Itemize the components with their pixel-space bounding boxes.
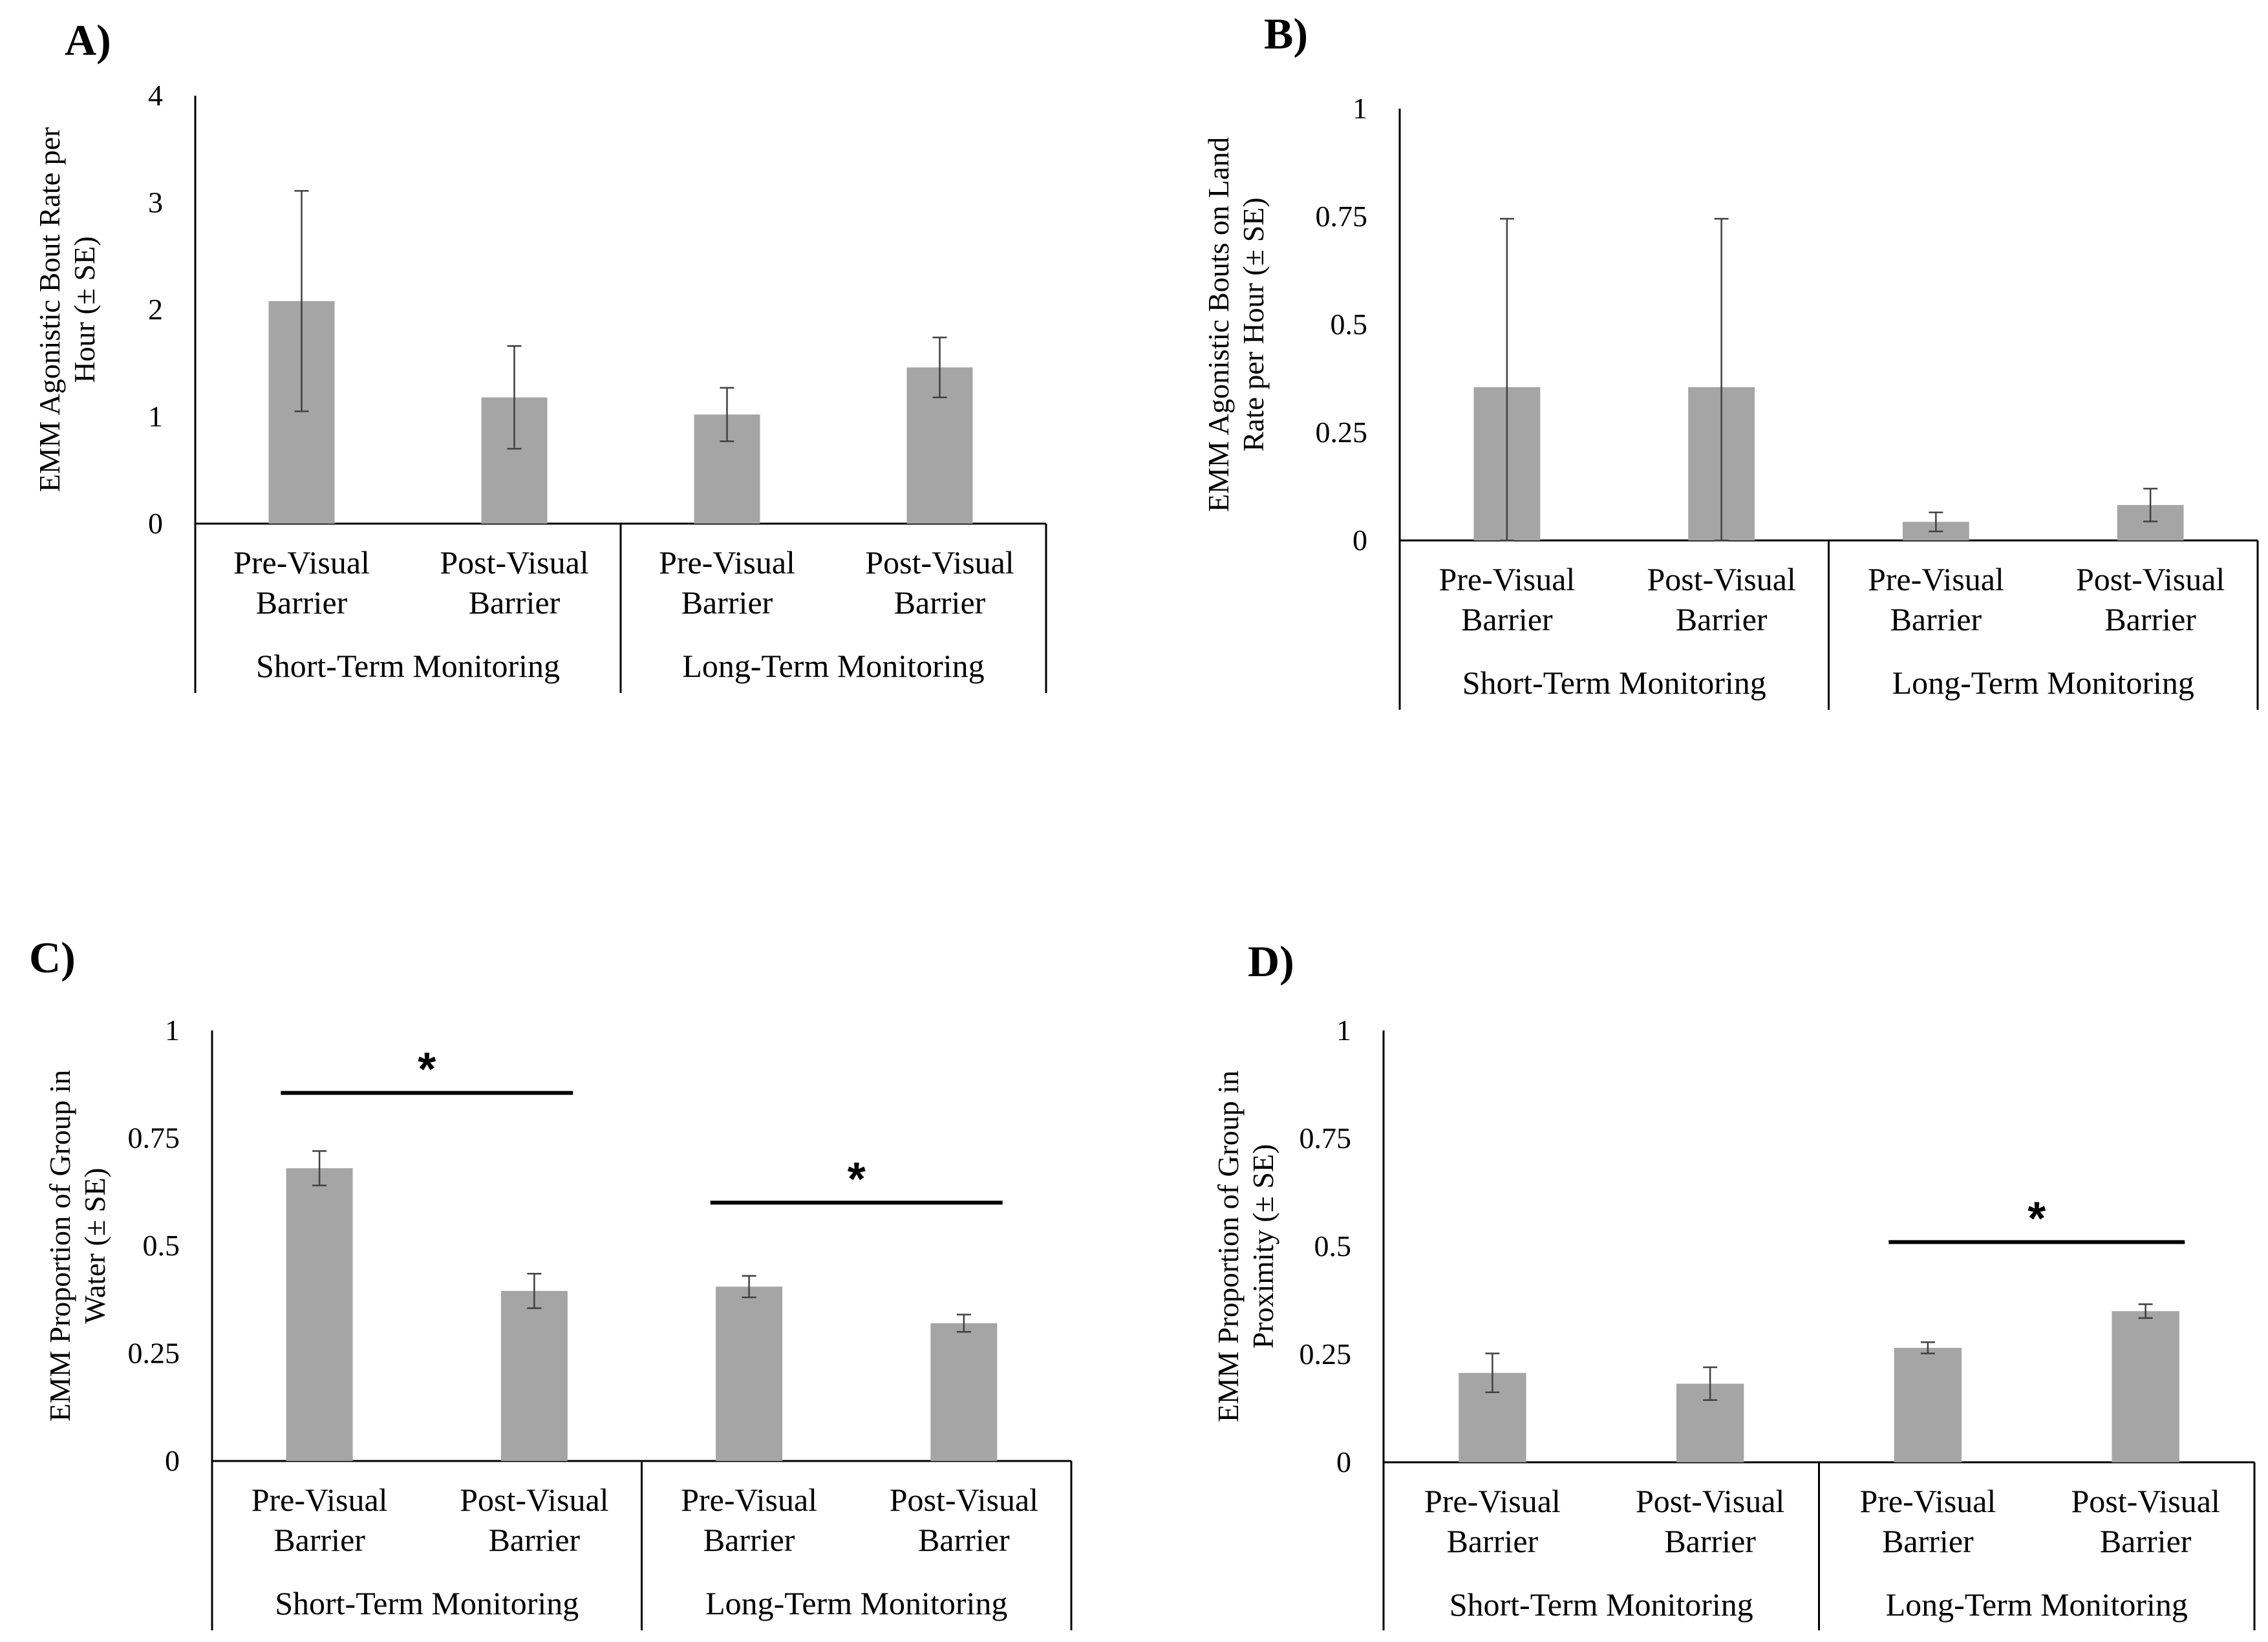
x-group-label: Long-Term Monitoring [1892, 665, 2194, 701]
bar [286, 1168, 353, 1461]
significance-marker: * [848, 1153, 866, 1205]
x-group-label: Long-Term Monitoring [705, 1585, 1007, 1621]
x-category-label: Post-Visual [1647, 561, 1795, 597]
significance-marker: * [418, 1044, 436, 1096]
y-axis-label-line: EMM Agonistic Bouts on Land [1202, 137, 1235, 512]
y-axis-label-line: Rate per Hour (± SE) [1237, 197, 1270, 451]
x-category-label: Pre-Visual [1424, 1483, 1561, 1519]
x-category-label: Barrier [2104, 601, 2196, 637]
y-tick-label: 0 [1336, 1445, 1351, 1478]
x-category-label: Barrier [703, 1522, 795, 1558]
y-tick-label: 1 [1336, 1014, 1351, 1047]
x-category-label: Pre-Visual [233, 544, 370, 581]
x-category-label: Post-Visual [2076, 561, 2225, 597]
y-axis-label-line: EMM Proportion of Group in [43, 1070, 76, 1422]
y-axis-label: EMM Agonistic Bouts on LandRate per Hour… [1202, 137, 1270, 512]
y-tick-label: 0 [1353, 524, 1367, 557]
y-tick-label: 0 [165, 1444, 180, 1477]
chart-panel-a: A) EMM Agonistic Bout Rate perHour (± SE)… [33, 16, 1047, 693]
x-group-label: Long-Term Monitoring [1886, 1586, 2188, 1623]
x-group-label: Short-Term Monitoring [1450, 1586, 1753, 1623]
x-category-label: Barrier [681, 584, 773, 621]
chart-panel-d: D) EMM Proportion of Group inProximity (±… [1212, 937, 2256, 1630]
y-axis-label: EMM Agonistic Bout Rate perHour (± SE) [33, 127, 101, 493]
y-tick-label: 0.5 [143, 1229, 180, 1262]
x-category-label: Barrier [256, 584, 348, 621]
x-category-label: Pre-Visual [1439, 561, 1575, 597]
y-tick-label: 1 [1353, 92, 1367, 125]
x-category-label: Barrier [489, 1522, 581, 1558]
y-tick-label: 0 [148, 507, 163, 540]
panel-label: D) [1248, 937, 1294, 986]
x-category-label: Barrier [1890, 601, 1982, 637]
bar [930, 1323, 998, 1461]
x-category-label: Pre-Visual [1859, 1483, 1996, 1519]
significance-marker: * [2027, 1193, 2046, 1244]
y-tick-label: 0.5 [1314, 1230, 1352, 1263]
x-category-label: Post-Visual [460, 1482, 608, 1518]
x-group-label: Long-Term Monitoring [682, 648, 984, 684]
chart-panel-b: B) EMM Agonistic Bouts on LandRate per Ho… [1202, 9, 2259, 710]
panel-label: A) [65, 16, 111, 65]
x-category-label: Pre-Visual [681, 1482, 817, 1518]
bar [1894, 1347, 1962, 1462]
x-category-label: Barrier [1461, 601, 1553, 637]
y-axis-label-line: Hour (± SE) [68, 236, 101, 383]
panel-label: C) [29, 933, 76, 982]
y-tick-label: 1 [148, 400, 163, 433]
x-category-label: Post-Visual [890, 1482, 1038, 1518]
y-tick-label: 4 [148, 79, 163, 112]
y-tick-label: 0.75 [1300, 1122, 1352, 1155]
y-tick-label: 0.75 [1316, 200, 1368, 233]
x-category-label: Barrier [273, 1522, 365, 1558]
y-axis-label: EMM Proportion of Group inWater (± SE) [43, 1070, 111, 1422]
x-group-label: Short-Term Monitoring [275, 1585, 579, 1621]
panel-label: B) [1264, 9, 1308, 58]
x-category-label: Post-Visual [2071, 1483, 2220, 1519]
x-category-label: Barrier [894, 584, 986, 621]
x-category-label: Barrier [2100, 1523, 2192, 1559]
x-category-label: Pre-Visual [1868, 561, 2004, 597]
y-tick-label: 2 [148, 293, 163, 326]
x-category-label: Barrier [1882, 1523, 1974, 1559]
chart-panel-c: C) EMM Proportion of Group inWater (± SE)… [29, 933, 1073, 1630]
y-axis-label-line: EMM Proportion of Group in [1212, 1071, 1245, 1422]
x-category-label: Post-Visual [1636, 1483, 1784, 1519]
y-tick-label: 3 [148, 186, 163, 219]
y-axis-label-line: Water (± SE) [78, 1168, 111, 1323]
x-category-label: Barrier [1676, 601, 1768, 637]
y-tick-label: 0.25 [1300, 1338, 1352, 1370]
x-group-label: Short-Term Monitoring [1462, 665, 1766, 701]
y-tick-label: 1 [165, 1014, 180, 1047]
x-category-label: Pre-Visual [659, 544, 795, 581]
bar [716, 1286, 783, 1461]
x-category-label: Barrier [469, 584, 561, 621]
x-category-label: Barrier [918, 1522, 1010, 1558]
y-tick-label: 0.5 [1331, 308, 1368, 341]
x-group-label: Short-Term Monitoring [256, 648, 560, 684]
bar [2112, 1311, 2179, 1462]
x-category-label: Barrier [1664, 1523, 1756, 1559]
bar [500, 1290, 568, 1461]
x-category-label: Post-Visual [865, 544, 1014, 581]
x-category-label: Barrier [1447, 1523, 1539, 1559]
x-category-label: Pre-Visual [251, 1482, 388, 1518]
y-tick-label: 0.25 [1316, 416, 1368, 449]
y-tick-label: 0.25 [128, 1337, 180, 1370]
y-axis-label: EMM Proportion of Group inProximity (± S… [1212, 1071, 1279, 1422]
y-axis-label-line: Proximity (± SE) [1246, 1144, 1279, 1349]
y-axis-label-line: EMM Agonistic Bout Rate per [33, 127, 66, 493]
y-tick-label: 0.75 [128, 1122, 180, 1155]
x-category-label: Post-Visual [440, 544, 588, 581]
